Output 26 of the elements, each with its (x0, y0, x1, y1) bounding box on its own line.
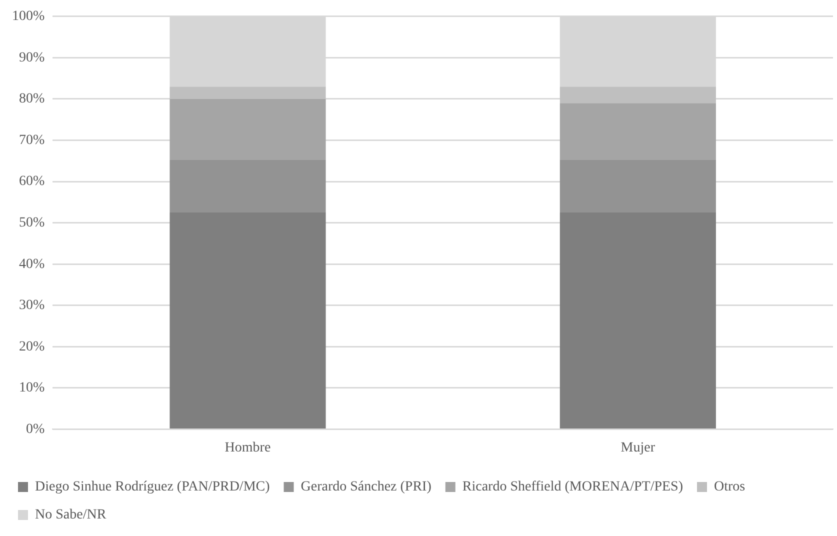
legend-label: Diego Sinhue Rodríguez (PAN/PRD/MC) (35, 480, 270, 495)
y-tick-label: 30% (18, 298, 45, 314)
y-tick-label: 60% (18, 174, 45, 190)
x-tick-label: Hombre (224, 440, 271, 456)
y-tick-label: 40% (18, 256, 45, 272)
bar (560, 103, 716, 160)
y-tick-label: 70% (18, 132, 45, 148)
bar (170, 98, 326, 160)
legend-label: No Sabe/NR (35, 508, 107, 523)
y-tick-label: 0% (26, 422, 45, 437)
bar (170, 160, 326, 212)
legend-label: Ricardo Sheffield (MORENA/PT/PES) (462, 480, 684, 495)
x-tick-label: Mujer (620, 440, 656, 456)
bar (560, 212, 716, 428)
bar (560, 160, 716, 212)
y-tick-label: 90% (18, 50, 45, 66)
y-tick-label: 100% (12, 9, 45, 24)
legend-label: Otros (714, 480, 746, 495)
y-tick-label: 10% (18, 380, 45, 396)
y-tick-label: 20% (18, 339, 45, 354)
legend-label: Gerardo Sánchez (PRI) (300, 480, 432, 495)
bar (170, 212, 326, 428)
bar (170, 86, 326, 99)
y-tick-label: 50% (18, 215, 45, 230)
y-tick-label: 80% (18, 92, 45, 107)
bar (560, 86, 716, 104)
